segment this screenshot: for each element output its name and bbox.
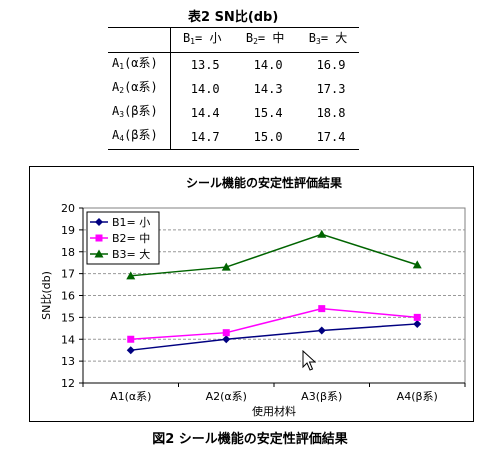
data-point [221, 262, 231, 271]
x-tick-label: A3(β系) [301, 390, 342, 403]
data-point [222, 329, 230, 337]
table-cell: 17.4 [296, 125, 360, 150]
y-tick-label: 17 [61, 268, 75, 281]
row-header-a3: A3(β系) [108, 101, 171, 125]
table-cell: 15.0 [233, 125, 297, 150]
data-point [413, 313, 421, 321]
table-header-row: B1= 小 B2= 中 B3= 大 [108, 27, 360, 53]
y-tick-label: 16 [61, 290, 75, 303]
data-point [317, 229, 327, 238]
table-cell: 14.0 [253, 58, 283, 72]
figure-caption: 図2 シール機能の安定性評価結果 [152, 432, 348, 447]
table-cell: 13.5 [190, 58, 220, 72]
x-axis-label: 使用材料 [252, 404, 296, 418]
y-tick-label: 20 [61, 202, 75, 215]
legend-label: B2= 中 [112, 232, 150, 245]
legend-marker [95, 234, 103, 242]
data-point [318, 305, 326, 313]
chart-title: シール機能の安定性評価結果 [186, 175, 342, 190]
row-header-a4: A4(β系) [108, 125, 171, 150]
table-title: 表2 SN比(db) [188, 10, 279, 25]
x-tick-label: A4(β系) [397, 390, 438, 403]
x-tick-label: A2(α系) [206, 390, 247, 403]
table-cell: 14.3 [253, 82, 283, 96]
data-point [317, 326, 326, 335]
y-axis-label: SN比(db) [40, 271, 53, 320]
y-tick-label: 15 [61, 311, 75, 324]
legend-marker [95, 218, 103, 226]
series-line-b3 [130, 233, 418, 277]
column-header-b1: B1= 小 [170, 27, 234, 53]
legend-label: B1= 小 [112, 216, 150, 229]
x-tick-label: A1(α系) [110, 390, 151, 403]
line-chart: シール機能の安定性評価結果 12 13 14 15 16 17 18 19 20 A1(α系) A2(… [40, 175, 466, 418]
y-tick-label: 18 [61, 246, 75, 259]
data-point [126, 271, 136, 280]
table-cell: 17.3 [316, 82, 346, 96]
table-cell: 16.9 [316, 58, 346, 72]
legend-label: B3= 大 [112, 247, 150, 261]
chart-area: シール機能の安定性評価結果 12 13 14 15 16 17 18 19 20 A1(α系) A2(… [29, 166, 474, 422]
mouse-pointer-icon [302, 350, 316, 371]
data-point [412, 260, 422, 269]
table-cell: 14.4 [190, 106, 220, 120]
row-header-a2: A2(α系) [108, 77, 171, 101]
y-tick-label: 19 [61, 224, 75, 237]
column-header-b2: B2= 中 [233, 27, 297, 53]
data-point [127, 335, 135, 343]
table-cell: 14.0 [190, 82, 220, 96]
row-header-a1: A1(α系) [108, 52, 171, 77]
table-row: A2(α系) 14.0 14.3 17.3 [108, 77, 359, 101]
y-tick-label: 13 [61, 355, 75, 368]
table-row: A4(β系) 14.7 15.0 17.4 [108, 125, 360, 150]
data-point [126, 346, 135, 355]
data-point [413, 319, 422, 328]
table-cell: 18.8 [316, 106, 346, 120]
table-row: A3(β系) 14.4 15.4 18.8 [108, 101, 359, 125]
column-header-b3: B3= 大 [296, 27, 360, 53]
table-row: A1(α系) 13.5 14.0 16.9 [108, 52, 359, 77]
y-tick-label: 14 [61, 333, 75, 346]
table-cell: 14.7 [170, 125, 234, 150]
sn-ratio-table: B1= 小 B2= 中 B3= 大 A1(α系) 13.5 14.0 16.9 … [108, 27, 360, 150]
table-cell: 15.4 [253, 106, 283, 120]
series-line-b1 [130, 323, 418, 351]
y-tick-label: 12 [61, 377, 75, 390]
legend-marker [94, 249, 104, 258]
table-corner-cell [108, 27, 171, 53]
data-point [222, 335, 231, 344]
series-line-b2 [130, 307, 418, 340]
